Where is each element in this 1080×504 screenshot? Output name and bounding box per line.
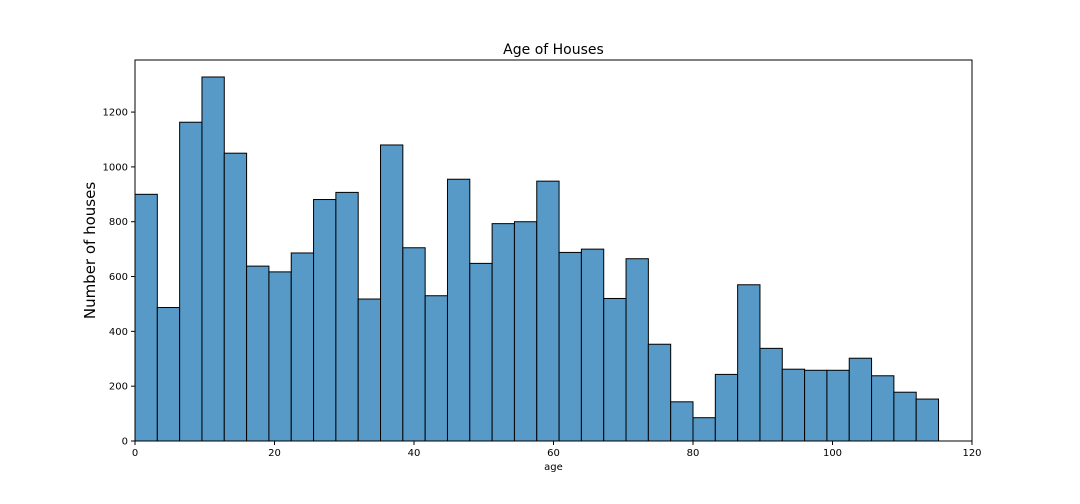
histogram-bar (335, 191, 359, 442)
x-tick-label: 80 (687, 448, 700, 459)
histogram-bar (670, 401, 694, 442)
histogram-bar (915, 398, 940, 442)
histogram-bar (536, 180, 560, 442)
x-tick-label: 40 (408, 448, 421, 459)
histogram-bar (268, 271, 292, 442)
y-tick-label: 0 (122, 437, 128, 448)
x-tick-label: 60 (547, 448, 560, 459)
histogram-bar (826, 369, 850, 442)
y-tick-label: 400 (109, 327, 128, 338)
histogram-bar (491, 223, 515, 442)
histogram-bar (290, 252, 315, 442)
histogram-bar (380, 144, 404, 442)
y-tick-label: 1000 (103, 162, 128, 173)
x-tick-label: 100 (823, 448, 842, 459)
histogram-bar (603, 297, 627, 442)
histogram-bar (357, 298, 382, 442)
histogram-bar (580, 248, 605, 442)
histogram-bar (558, 251, 582, 442)
y-tick-label: 800 (109, 217, 128, 228)
histogram-bar (804, 369, 828, 442)
histogram-bar (469, 262, 493, 442)
histogram-bar (179, 121, 203, 442)
histogram-bar (246, 265, 270, 442)
y-tick-label: 1200 (103, 108, 128, 119)
histogram-bar (134, 193, 158, 442)
chart-title: Age of Houses (503, 42, 604, 58)
y-axis-label: Number of houses (81, 182, 99, 319)
histogram-bar (759, 347, 783, 442)
x-tick-label: 120 (962, 448, 981, 459)
x-axis-label: age (544, 462, 563, 473)
histogram-bar (893, 391, 917, 442)
histogram-bar (737, 284, 761, 442)
histogram-bar (446, 178, 471, 442)
histogram-bar (714, 373, 739, 442)
x-axis-ticks: 0 20 40 60 80 100 120 (132, 441, 982, 459)
histogram-bar (223, 152, 248, 442)
histogram-bar (156, 307, 181, 442)
histogram-bar (625, 258, 649, 442)
histogram-bar (424, 295, 448, 442)
histogram-bar (513, 221, 538, 442)
histogram-bar (692, 417, 716, 442)
histogram-bar (647, 343, 672, 442)
bars-group (134, 76, 940, 442)
y-tick-label: 200 (109, 382, 128, 393)
x-tick-label: 0 (132, 448, 138, 459)
histogram-bar (402, 247, 426, 442)
histogram-bar (201, 76, 225, 442)
histogram-bar (871, 375, 895, 442)
x-tick-label: 20 (268, 448, 281, 459)
y-tick-label: 600 (109, 272, 128, 283)
y-axis-ticks: 0 200 400 600 800 1000 1200 (103, 108, 135, 448)
histogram-bar (781, 368, 806, 442)
histogram-bar (848, 357, 873, 442)
histogram-bar (313, 199, 337, 442)
